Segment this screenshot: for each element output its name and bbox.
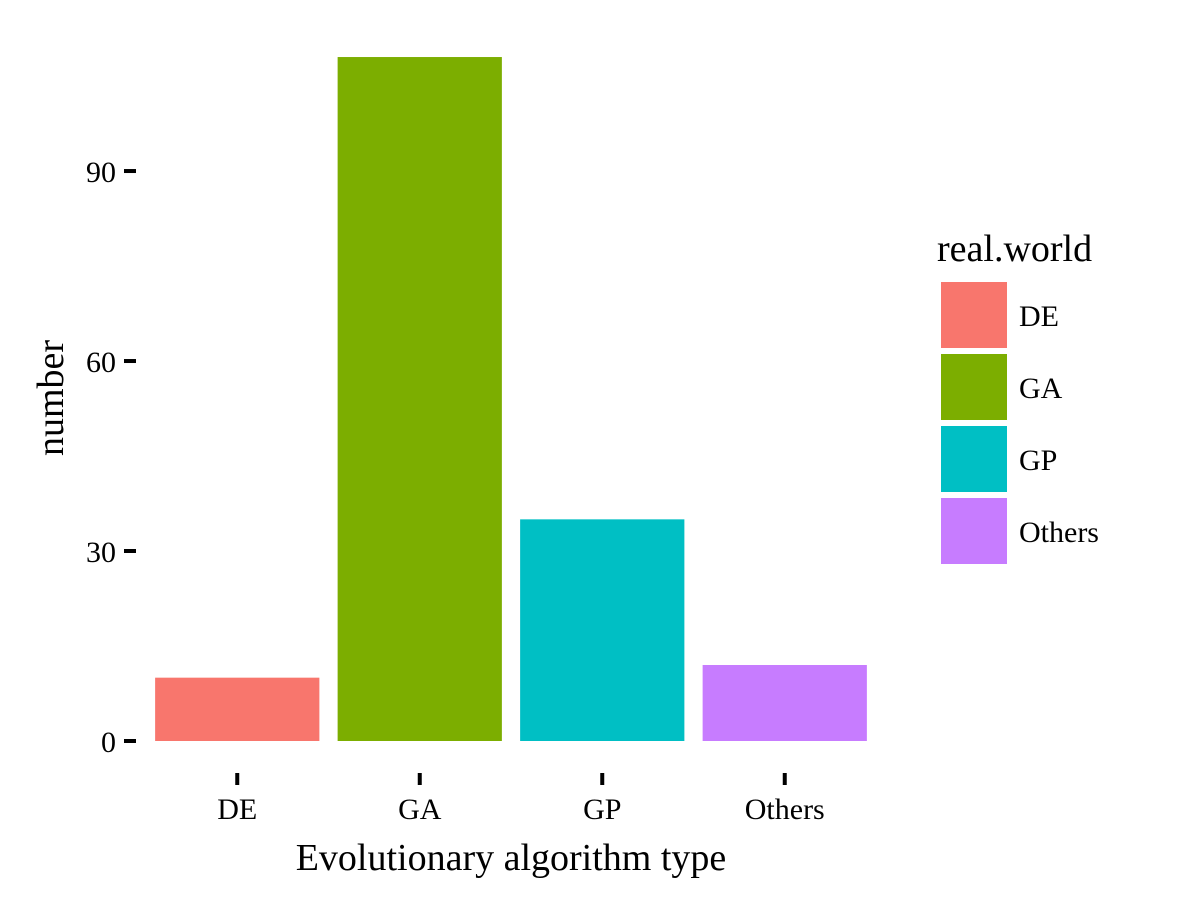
legend-swatch-de [941,282,1007,348]
y-axis-title: number [30,340,72,456]
y-tick-label: 0 [101,726,116,759]
bar-gp [520,519,685,741]
y-axis: 0 30 60 90 [86,156,136,759]
x-tick-label: Others [745,793,825,826]
legend-title: real.world [937,228,1092,270]
legend-label: DE [1019,300,1059,333]
legend-swatch-others [941,498,1007,564]
y-tick-label: 90 [86,156,116,189]
legend-label: Others [1019,516,1099,549]
legend-label: GA [1019,372,1063,405]
x-axis-title: Evolutionary algorithm type [296,837,727,879]
legend-swatch-gp [941,426,1007,492]
legend-swatch-ga [941,354,1007,420]
y-tick-label: 30 [86,536,116,569]
x-axis: DE GA GP Others [217,773,825,826]
x-tick-label: GA [398,793,442,826]
x-tick-label: DE [217,793,257,826]
bars-layer [155,57,867,741]
y-tick-label: 60 [86,346,116,379]
legend: real.world DE GA GP Others [937,228,1099,564]
legend-label: GP [1019,444,1057,477]
legend-items: DE GA GP Others [941,282,1099,564]
bar-ga [337,57,502,741]
bar-de [155,677,320,741]
x-tick-label: GP [583,793,621,826]
bar-others [702,665,867,741]
